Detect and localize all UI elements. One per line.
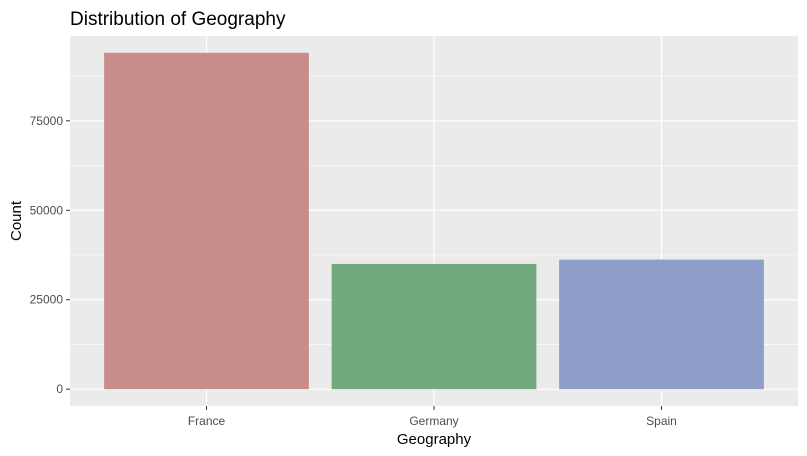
x-axis: France Germany Spain: [188, 406, 677, 428]
x-tick-label: Germany: [409, 414, 458, 428]
x-tick-label: Spain: [646, 414, 677, 428]
x-tick-label: France: [188, 414, 226, 428]
bar-germany: [331, 263, 537, 390]
y-tick-label: 0: [56, 382, 63, 396]
x-axis-title: Geography: [397, 431, 472, 448]
y-axis-title: Count: [8, 200, 25, 241]
y-axis: 0 25000 50000 75000: [30, 114, 70, 396]
bars: [104, 52, 764, 390]
y-tick-label: 75000: [30, 114, 64, 128]
bar-france: [104, 52, 309, 390]
y-tick-label: 50000: [30, 203, 64, 217]
chart-title: Distribution of Geography: [70, 9, 286, 30]
y-tick-label: 25000: [30, 293, 64, 307]
bar-spain: [559, 259, 764, 390]
